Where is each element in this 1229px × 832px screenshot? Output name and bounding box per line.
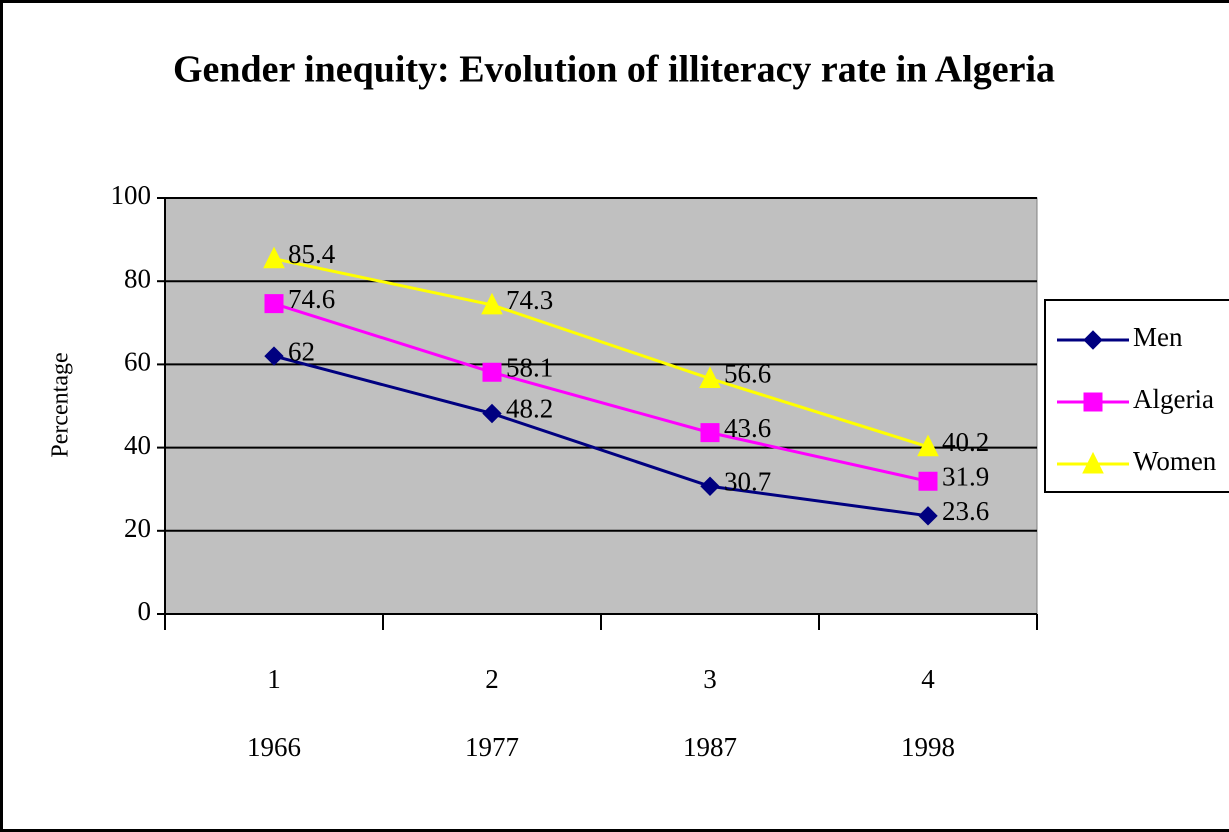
data-label: 74.6 [288, 284, 335, 314]
marker [481, 292, 503, 315]
x-tick-label: 3 [703, 664, 717, 694]
data-label: 56.6 [724, 359, 771, 389]
y-tick-label: 20 [124, 513, 151, 543]
x-tick-label: 1 [267, 664, 281, 694]
chart-title: Gender inequity: Evolution of illiteracy… [173, 49, 1055, 91]
marker [917, 434, 939, 457]
data-label: 30.7 [724, 466, 771, 496]
marker [918, 471, 938, 491]
data-label: 74.3 [506, 285, 553, 315]
y-tick-label: 60 [124, 347, 151, 377]
marker [264, 346, 284, 366]
x-tick-label: 4 [921, 664, 935, 694]
data-label: 58.1 [506, 353, 553, 383]
marker [482, 362, 502, 382]
marker [918, 506, 938, 526]
data-label: 85.4 [288, 239, 336, 269]
x-sublabel: 1966 [247, 732, 301, 762]
series-line [273, 257, 929, 449]
x-sublabel: 1987 [683, 732, 737, 762]
marker [1083, 330, 1103, 350]
y-tick-label: 0 [138, 596, 152, 626]
y-tick-label: 100 [111, 180, 152, 210]
data-label: 62 [288, 336, 315, 366]
y-tick-label: 80 [124, 263, 151, 293]
marker [1082, 451, 1104, 474]
data-label: 43.6 [724, 413, 771, 443]
marker [700, 423, 720, 443]
marker [263, 246, 285, 269]
y-axis-label: Percentage [48, 352, 74, 457]
x-tick-label: 2 [485, 664, 499, 694]
series-line [273, 354, 929, 518]
marker [482, 403, 502, 424]
legend-label: Men [1133, 322, 1183, 352]
legend-box [1044, 299, 1229, 493]
data-label: 31.9 [942, 461, 989, 491]
data-label: 48.2 [506, 394, 553, 424]
series-line [273, 302, 929, 483]
data-label: 40.2 [942, 427, 989, 457]
marker [699, 366, 721, 389]
data-label: 23.6 [942, 496, 989, 526]
x-sublabel: 1977 [465, 732, 519, 762]
marker [700, 476, 720, 496]
y-tick-label: 40 [124, 430, 151, 460]
x-sublabel: 1998 [901, 732, 955, 762]
legend-label: Algeria [1133, 384, 1214, 414]
legend-label: Women [1133, 446, 1217, 476]
marker [264, 294, 284, 314]
marker [1083, 392, 1103, 412]
